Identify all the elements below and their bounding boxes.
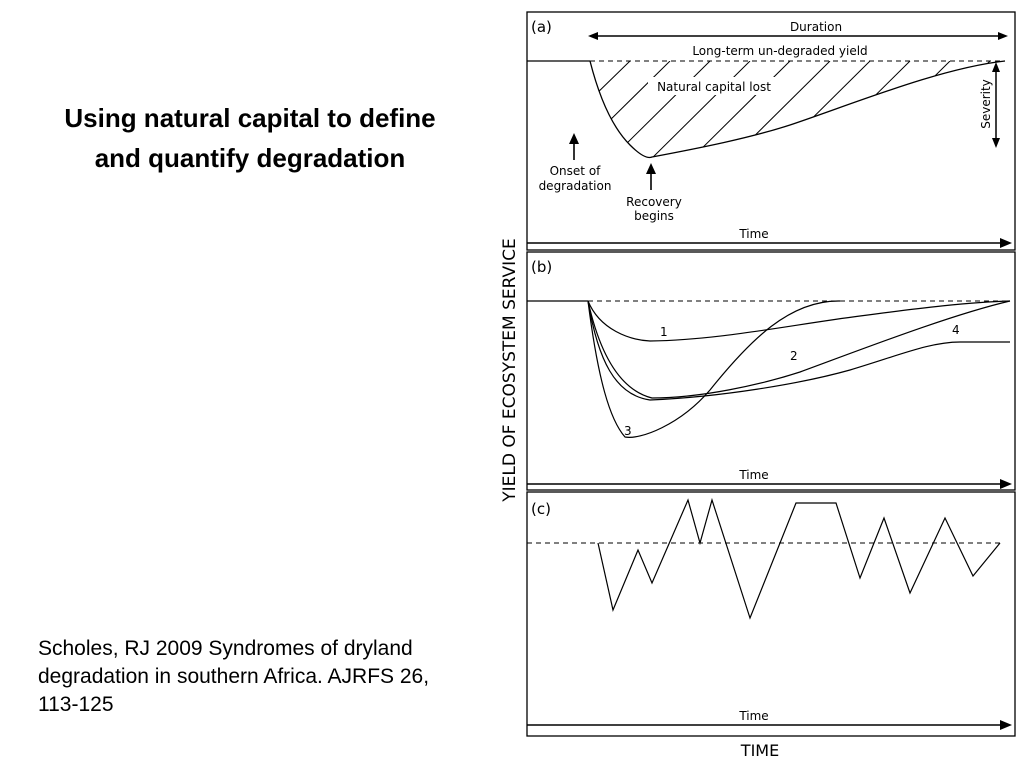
severity-arrow	[992, 62, 1000, 148]
recovery-label-line1: Recovery	[626, 195, 682, 209]
panel-b-time-arrow	[527, 479, 1012, 489]
natural-capital-lost-label: Natural capital lost	[657, 80, 771, 94]
curve-1-label: 1	[660, 325, 668, 339]
panel-a-tag: (a)	[531, 18, 552, 36]
curve-2	[588, 301, 1010, 398]
curve-3-label: 3	[624, 424, 632, 438]
curve-3	[588, 301, 840, 437]
panel-c-time-label: Time	[738, 709, 768, 723]
recovery-arrow	[646, 163, 656, 190]
duration-label: Duration	[790, 20, 842, 34]
x-axis-label: TIME	[740, 741, 779, 760]
panel-a-time-arrow	[527, 238, 1012, 248]
curve-1	[588, 301, 1010, 341]
panel-b-frame	[527, 252, 1015, 490]
baseline-label: Long-term un-degraded yield	[692, 44, 867, 58]
curve-4	[588, 301, 1010, 400]
onset-arrow	[569, 133, 579, 160]
onset-label-line2: degradation	[539, 179, 612, 193]
recovery-label-line2: begins	[634, 209, 674, 223]
curve-4-label: 4	[952, 323, 960, 337]
onset-label-line1: Onset of	[550, 164, 602, 178]
curve-2-label: 2	[790, 349, 798, 363]
panel-b-time-label: Time	[738, 468, 768, 482]
panel-b-tag: (b)	[531, 258, 552, 276]
panel-c-time-arrow	[527, 720, 1012, 730]
degradation-curve	[590, 61, 1005, 158]
y-axis-label: YIELD OF ECOSYSTEM SERVICE	[500, 238, 520, 503]
panel-c-tag: (c)	[531, 500, 551, 518]
panel-c-frame	[527, 492, 1015, 736]
panel-a-time-label: Time	[738, 227, 768, 241]
severity-label: Severity	[979, 79, 993, 129]
fluctuation-line	[598, 500, 1000, 618]
